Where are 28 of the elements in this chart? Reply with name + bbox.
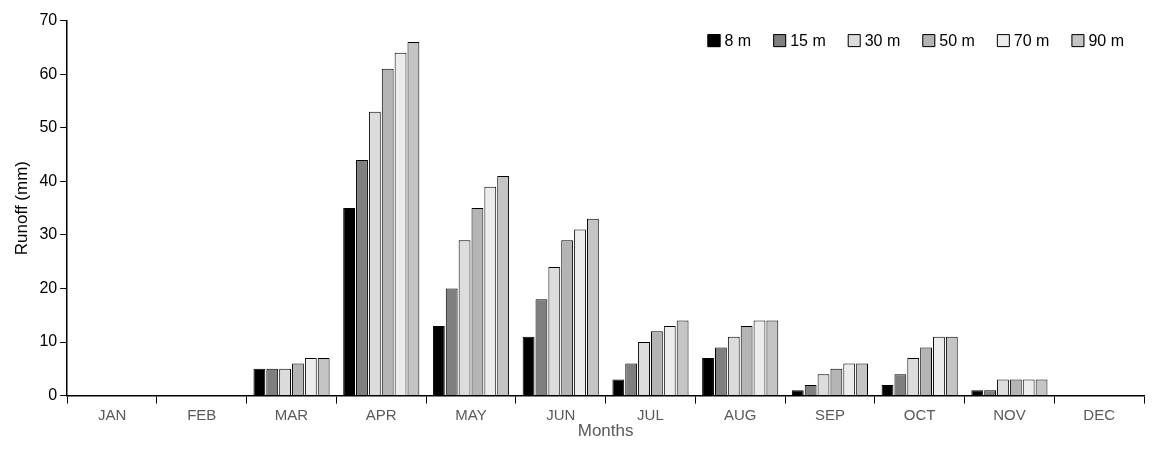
x-tick-label: JUL xyxy=(637,405,664,423)
x-tick-label: SEP xyxy=(814,405,845,423)
legend-label: 50 m xyxy=(939,32,975,50)
x-tick-label: MAY xyxy=(455,405,487,423)
y-tick-label: 70 xyxy=(39,11,58,29)
y-axis-title: Runoff (mm) xyxy=(11,161,31,256)
legend-label: 15 m xyxy=(790,32,826,50)
x-tick-label: FEB xyxy=(187,405,217,423)
legend-label: 90 m xyxy=(1088,32,1125,50)
y-tick-label: 50 xyxy=(39,118,58,136)
y-tick-label: 20 xyxy=(39,278,58,296)
y-tick-label: 10 xyxy=(39,332,58,350)
x-tick-label: JAN xyxy=(97,405,127,423)
x-tick-label: OCT xyxy=(903,405,936,423)
x-tick-label: JUN xyxy=(546,405,576,423)
x-tick-label: AUG xyxy=(723,405,757,423)
x-tick-label: APR xyxy=(365,405,397,423)
y-tick-label: 40 xyxy=(39,171,58,189)
x-axis-title: Months xyxy=(577,421,634,441)
y-tick-label: 60 xyxy=(39,64,58,82)
x-tick-label: NOV xyxy=(993,405,1026,423)
legend-label: 30 m xyxy=(864,32,901,50)
y-tick-label: 30 xyxy=(39,225,58,243)
x-tick-label: DEC xyxy=(1083,405,1116,423)
legend-label: 70 m xyxy=(1013,32,1050,50)
x-tick-label: MAR xyxy=(274,405,309,423)
y-tick-label: 0 xyxy=(48,386,58,404)
legend-label: 8 m xyxy=(724,32,752,50)
